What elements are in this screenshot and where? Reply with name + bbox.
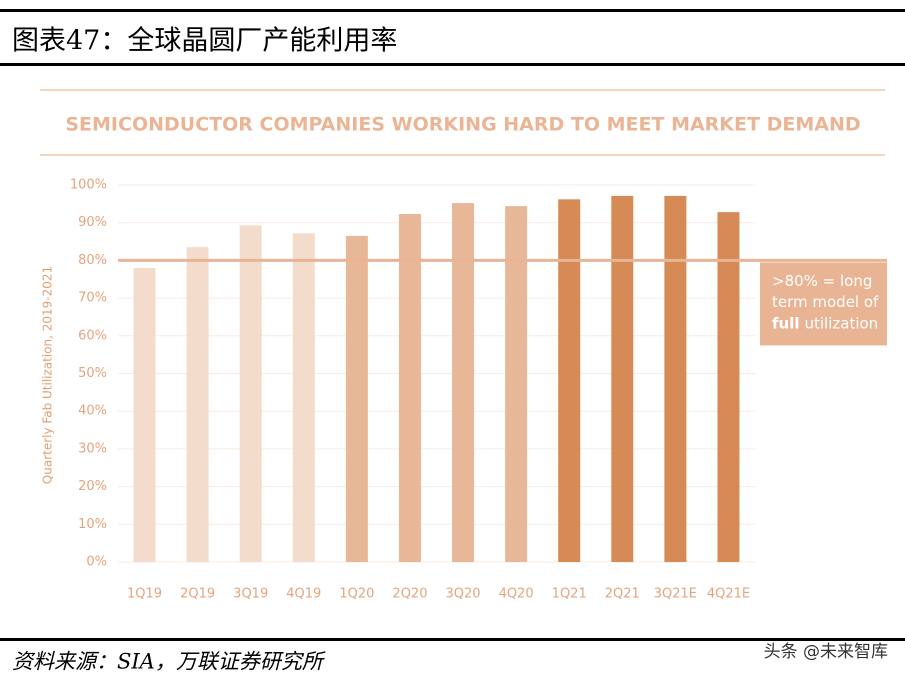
bar bbox=[186, 247, 209, 562]
x-tick-label: 1Q20 bbox=[339, 587, 374, 602]
annotation-text: term model of bbox=[772, 293, 879, 311]
y-tick-label: 60% bbox=[78, 328, 107, 343]
y-tick-label: 70% bbox=[78, 291, 107, 306]
top-rule bbox=[0, 9, 905, 12]
y-tick-label: 0% bbox=[86, 555, 107, 570]
x-tick-label: 2Q20 bbox=[392, 587, 427, 602]
y-tick-label: 100% bbox=[70, 178, 107, 193]
bar bbox=[558, 199, 581, 563]
y-tick-label: 50% bbox=[78, 366, 107, 381]
y-tick-label: 90% bbox=[78, 215, 107, 230]
y-tick-label: 80% bbox=[78, 253, 107, 268]
plot: 0% 10% 20% 30% 40% 50% 60% 70% 80% 90% 100% 1Q19 2Q1… bbox=[70, 178, 887, 602]
bar bbox=[239, 225, 262, 563]
x-tick-label: 4Q20 bbox=[499, 587, 534, 602]
bar bbox=[717, 212, 740, 563]
bar bbox=[505, 206, 528, 562]
annotation-bold: full bbox=[772, 314, 800, 332]
bar bbox=[452, 203, 475, 562]
y-tick-label: 30% bbox=[78, 441, 107, 456]
bar bbox=[345, 235, 368, 562]
y-tick-label: 20% bbox=[78, 479, 107, 494]
x-tick-label: 1Q21 bbox=[552, 587, 587, 602]
bar bbox=[398, 214, 421, 563]
bottom-rule bbox=[0, 638, 905, 641]
watermark: 头条 @未来智库 bbox=[764, 642, 888, 662]
x-tick-label: 3Q20 bbox=[446, 587, 481, 602]
source-note: 资料来源：SIA，万联证券研究所 bbox=[12, 650, 326, 674]
x-tick-label: 4Q19 bbox=[286, 587, 321, 602]
bar bbox=[611, 195, 634, 563]
annotation-text: >80% = long bbox=[772, 272, 872, 290]
y-tick-label: 10% bbox=[78, 517, 107, 532]
page-title: 图表47：全球晶圆厂产能利用率 bbox=[12, 26, 397, 57]
chart-title: SEMICONDUCTOR COMPANIES WORKING HARD TO … bbox=[65, 114, 860, 136]
y-tick-label: 40% bbox=[78, 404, 107, 419]
annotation-rest: utilization bbox=[805, 314, 879, 332]
title-rule bbox=[0, 63, 905, 66]
annotation-text: full utilization bbox=[772, 314, 878, 332]
bar bbox=[664, 195, 687, 563]
x-tick-label: 3Q21E bbox=[654, 587, 697, 602]
x-tick-label: 2Q19 bbox=[180, 587, 215, 602]
bar bbox=[292, 233, 315, 563]
x-tick-label: 3Q19 bbox=[233, 587, 268, 602]
x-tick-label: 2Q21 bbox=[605, 587, 640, 602]
bar bbox=[133, 267, 156, 562]
annotation-box bbox=[760, 262, 887, 346]
x-tick-label: 1Q19 bbox=[127, 587, 162, 602]
x-tick-label: 4Q21E bbox=[707, 587, 750, 602]
y-axis-label: Quarterly Fab Utilization, 2019-2021 bbox=[41, 266, 55, 484]
